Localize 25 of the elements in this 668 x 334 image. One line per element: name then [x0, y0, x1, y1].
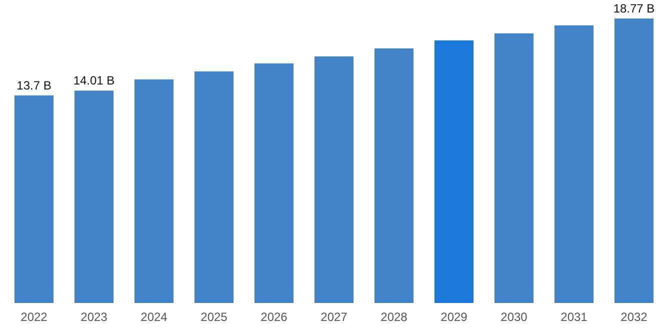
bar	[614, 18, 654, 303]
bar	[554, 25, 594, 303]
bar	[374, 48, 414, 303]
bar	[254, 63, 294, 303]
bar	[74, 90, 114, 303]
bar	[494, 33, 534, 303]
x-tick-label: 2025	[200, 310, 228, 324]
x-tick-label: 2028	[380, 310, 408, 324]
bar	[434, 40, 474, 303]
x-tick-label: 2029	[440, 310, 468, 324]
bar	[134, 79, 174, 303]
bar	[194, 71, 234, 303]
x-tick-label: 2023	[80, 310, 108, 324]
x-tick-label: 2024	[140, 310, 168, 324]
x-tick-label: 2032	[620, 310, 648, 324]
x-tick-label: 2031	[560, 310, 588, 324]
x-tick-label: 2027	[320, 310, 348, 324]
data-label: 14.01 B	[73, 74, 115, 88]
bar	[314, 56, 354, 303]
x-tick-label: 2030	[500, 310, 528, 324]
bar	[14, 95, 54, 303]
x-tick-label: 2022	[20, 310, 48, 324]
data-label: 18.77 B	[613, 1, 655, 16]
data-label: 13.7 B	[16, 78, 52, 92]
x-tick-label: 2026	[260, 310, 288, 324]
